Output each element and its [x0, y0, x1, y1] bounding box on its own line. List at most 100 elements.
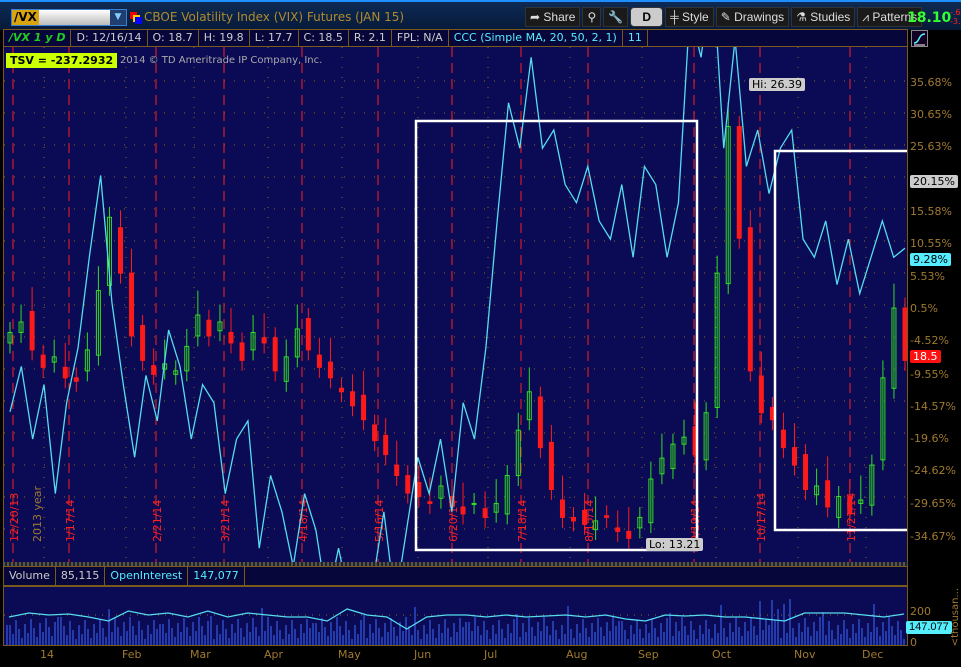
toolbar-buttons: ➦ Share ⚲ 🔧 D ╪ Style ✎ Drawings ⚗ Studi… — [525, 7, 923, 28]
volume-info-bar: Volume 85,115 OpenInterest 147,077 — [3, 566, 908, 586]
axis-label: -29.65% — [910, 497, 956, 510]
axis-label: -19.6% — [910, 432, 949, 445]
candle-body — [239, 342, 245, 361]
open-interest-line — [8, 608, 905, 630]
candle-body — [416, 482, 422, 497]
price-info-bar: /VX 1 y D D: 12/16/14 O: 18.7 H: 19.8 L:… — [3, 29, 908, 47]
candle-body — [803, 454, 809, 491]
flexible-grid-icon: ⚲ — [587, 10, 597, 24]
info-date: D: 12/16/14 — [71, 30, 148, 46]
axis-label: 35.68% — [910, 76, 952, 89]
volume-canvas — [4, 599, 907, 645]
candle-body — [173, 370, 179, 375]
candle-body — [792, 447, 798, 466]
candle-body — [626, 530, 632, 539]
candle-body — [758, 375, 764, 414]
net-change: -.6 -3. — [950, 8, 961, 26]
oi-label[interactable]: OpenInterest — [105, 567, 189, 585]
candle-body — [261, 337, 267, 344]
month-label: Jul — [484, 648, 498, 661]
volume-label[interactable]: Volume — [4, 567, 56, 585]
candle-body — [372, 424, 378, 442]
share-button[interactable]: ➦ Share — [525, 7, 581, 27]
candle-body — [438, 485, 444, 499]
candle-body — [571, 516, 577, 522]
candle-body — [272, 337, 278, 372]
candle-body — [725, 126, 731, 285]
axis-label: 10.55% — [910, 237, 952, 250]
copyright: 2014 © TD Ameritrade IP Company, Inc. — [120, 55, 323, 66]
symbol-period[interactable]: /VX 1 y D — [4, 30, 72, 46]
candle-body — [460, 506, 466, 515]
candle-body — [305, 317, 311, 351]
style-button[interactable]: ╪ Style — [665, 7, 714, 27]
highlight-box — [414, 119, 699, 552]
axis-label: 25.63% — [910, 140, 952, 153]
volume-panel[interactable] — [3, 586, 908, 646]
candle-body — [582, 509, 588, 525]
drawing-mode-button[interactable]: D — [630, 7, 664, 27]
pencil-icon: ✎ — [720, 10, 731, 24]
axis-label: 5.53% — [910, 270, 945, 283]
month-label: May — [338, 648, 361, 661]
wrench-icon: 🔧 — [608, 10, 624, 24]
candle-body — [659, 457, 665, 475]
candle-body — [195, 314, 201, 337]
axis-label: -24.62% — [910, 464, 956, 477]
month-label: Jun — [414, 648, 432, 661]
candle-body — [394, 464, 400, 477]
high-badge: Hi: 26.39 — [749, 78, 806, 91]
ccc-value-badge: 9.28% — [910, 253, 951, 266]
candle-body — [537, 396, 543, 449]
symbol-value: /VX — [12, 10, 39, 25]
candle-body — [604, 515, 610, 518]
expiry-label: 4/18/14 — [297, 500, 310, 542]
candle-body — [637, 516, 643, 529]
candle-body — [73, 377, 79, 382]
candle-body — [593, 520, 599, 531]
candle-body — [383, 434, 389, 456]
link-color-icon[interactable] — [130, 12, 142, 24]
expiry-label: 3/21/14 — [219, 500, 232, 542]
info-range: R: 2.1 — [349, 30, 392, 46]
last-price: 18.10 — [907, 10, 952, 26]
settings-button[interactable]: 🔧 — [603, 7, 629, 27]
study-icon[interactable] — [911, 30, 928, 47]
expiry-label: 2/21/14 — [151, 500, 164, 542]
candle-body — [294, 328, 300, 358]
candle-body — [670, 443, 676, 470]
month-label: Feb — [122, 648, 142, 661]
symbol-input[interactable]: /VX ▼ — [11, 9, 127, 26]
axis-label: -34.67% — [910, 530, 956, 543]
drawings-button[interactable]: ✎ Drawings — [715, 7, 790, 27]
candle-body — [250, 331, 256, 351]
flask-icon: ⚗ — [796, 10, 807, 24]
candle-body — [681, 436, 687, 445]
info-close: C: 18.5 — [299, 30, 349, 46]
candle-body — [206, 319, 212, 337]
month-label: Dec — [862, 648, 884, 661]
flexible-grid-button[interactable]: ⚲ — [582, 7, 602, 27]
info-fpl: FPL: N/A — [392, 30, 449, 46]
year-label: 2013 year — [31, 485, 44, 542]
candle-body — [217, 321, 223, 332]
price-chart-canvas: 12/20/13 1/17/14 2/21/14 3/21/14 4/18/14 5/16… — [4, 0, 911, 658]
candle-body — [471, 502, 477, 505]
candle-body — [117, 227, 123, 274]
volume-axis-200: 200 — [910, 605, 931, 618]
expiry-label: 9/19/14 — [689, 500, 702, 542]
expiry-label: 10/17/14 — [755, 493, 768, 542]
price-chart[interactable]: 12/20/13 1/17/14 2/21/14 3/21/14 4/18/14 5/16… — [3, 0, 911, 658]
study-label[interactable]: CCC (Simple MA, 20, 50, 2, 1) — [449, 30, 623, 46]
candle-body — [869, 464, 875, 506]
panel-splitter[interactable] — [3, 562, 908, 566]
tsv-readout: TSV = -237.2932 — [6, 53, 118, 68]
pattern-icon: ⩘ — [862, 10, 870, 24]
patterns-button[interactable]: ⩘ Patterns — [857, 7, 923, 27]
chevron-down-icon[interactable]: ▼ — [110, 10, 126, 25]
studies-button[interactable]: ⚗ Studies — [791, 7, 856, 27]
study-value: 11 — [623, 30, 648, 46]
instrument-title: CBOE Volatility Index (VIX) Futures (JAN… — [144, 10, 405, 24]
axis-label: -14.57% — [910, 400, 956, 413]
candle-body — [482, 508, 488, 518]
